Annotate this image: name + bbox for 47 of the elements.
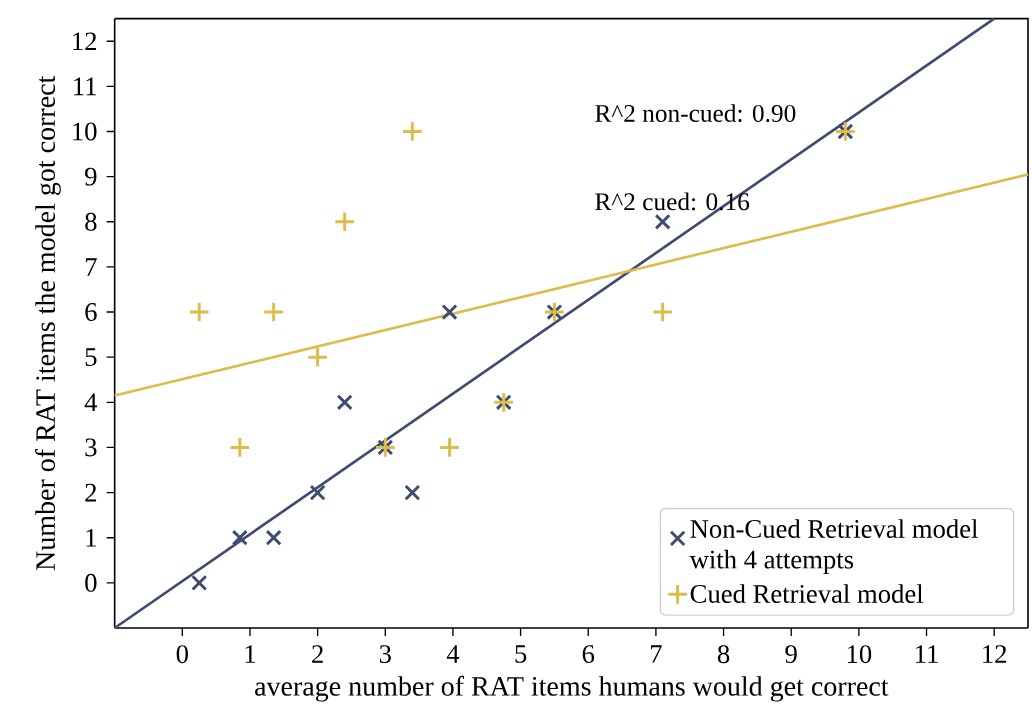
y-tick-label: 7	[85, 258, 97, 276]
point	[336, 394, 353, 411]
x-tick-label: 10	[847, 645, 872, 664]
y-tick-label: 12	[73, 32, 97, 51]
point	[401, 120, 424, 143]
point	[191, 574, 208, 591]
y-tick-label: 11	[74, 77, 96, 96]
point	[651, 301, 674, 323]
y-tick-label: 4	[84, 393, 98, 412]
x-tick-label: 0	[176, 645, 188, 664]
y-tick-label: 2	[85, 483, 97, 502]
annotation: R^2 non-cued: 0.90	[595, 104, 796, 123]
point	[441, 303, 458, 321]
legend-label: Cued Retrieval model	[690, 584, 924, 603]
point	[404, 484, 421, 501]
y-tick-label: 3	[85, 438, 97, 457]
point	[438, 436, 461, 459]
y-tick-label: 1	[86, 528, 96, 547]
x-tick-label: 4	[446, 645, 460, 663]
x-axis-title: average number of RAT items humans would get correct	[255, 675, 889, 702]
y-tick-label: 5	[85, 348, 97, 367]
y-tick-label: 8	[85, 212, 97, 231]
x-tick-label: 11	[916, 645, 938, 663]
x-tick-label: 5	[515, 645, 527, 663]
point	[654, 213, 671, 230]
point	[306, 346, 329, 368]
y-tick-label: 6	[85, 303, 97, 321]
y-axis-title: Number of RAT items the model got correct	[35, 75, 61, 571]
x-tick-label: 2	[312, 645, 323, 663]
x-tick-label: 9	[785, 645, 797, 664]
x-tick-label: 12	[983, 645, 1007, 663]
y-tick-label: 0	[85, 573, 97, 592]
point	[188, 301, 211, 323]
x-tick-label: 1	[245, 645, 256, 663]
legend-label: Non-Cued Retrieval model with 4 attempts	[689, 519, 978, 574]
point	[229, 436, 251, 459]
point	[265, 529, 282, 546]
x-tick-label: 8	[717, 645, 730, 664]
point	[333, 210, 356, 233]
y-tick-label: 9	[85, 167, 97, 186]
x-tick-label: 7	[650, 645, 662, 663]
point	[309, 484, 326, 501]
x-tick-label: 6	[582, 645, 595, 664]
point	[231, 529, 248, 546]
y-tick-label: 10	[73, 122, 97, 141]
x-tick-label: 3	[379, 645, 391, 664]
point	[262, 301, 285, 323]
